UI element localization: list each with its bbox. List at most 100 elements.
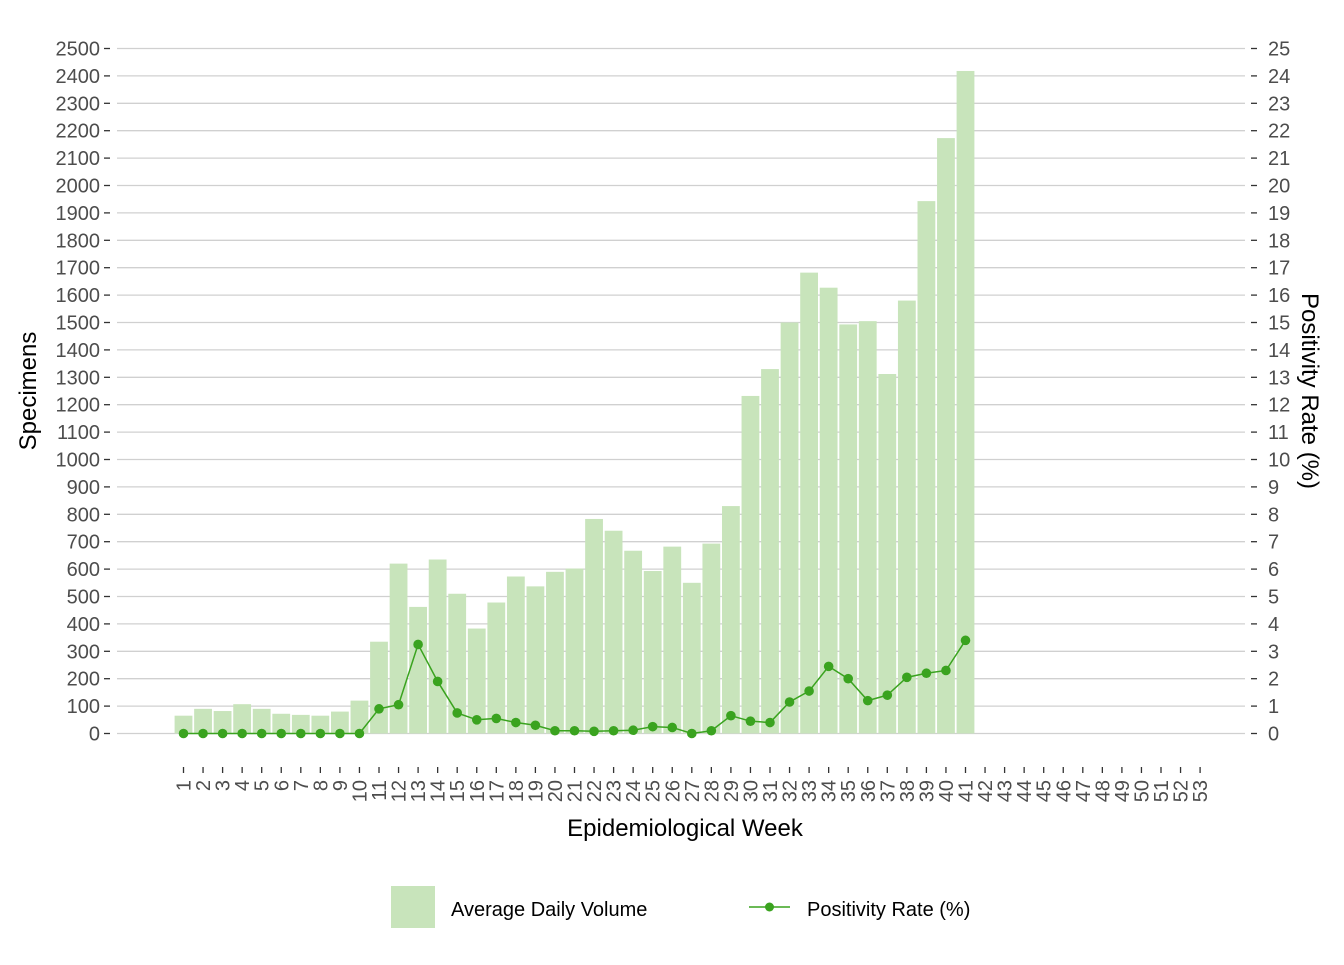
bar-week-36 xyxy=(858,321,877,734)
y-tick-label: 2300 xyxy=(56,93,101,115)
y-tick-label: 1600 xyxy=(56,285,101,307)
x-tick-label: 28 xyxy=(701,780,723,802)
y2-tick-label: 21 xyxy=(1268,148,1290,170)
bar-week-30 xyxy=(741,395,760,734)
positivity-point-week-36 xyxy=(862,695,873,706)
x-tick-label: 53 xyxy=(1190,780,1212,802)
bar-week-31 xyxy=(761,369,779,734)
positivity-point-week-37 xyxy=(882,690,893,700)
y-axis-right: 0123456789101112131415161718192021222324… xyxy=(1251,39,1290,746)
positivity-point-week-6 xyxy=(276,728,287,739)
bar-series xyxy=(174,70,975,734)
bar-week-22 xyxy=(585,518,603,734)
positivity-point-week-11 xyxy=(374,704,384,714)
y-tick-label: 2200 xyxy=(56,121,101,143)
bar-week-19 xyxy=(526,586,545,734)
y-tick-label: 2100 xyxy=(56,148,101,170)
positivity-point-week-33 xyxy=(804,686,814,696)
positivity-point-week-17 xyxy=(491,713,502,724)
bar-week-23 xyxy=(604,530,623,734)
y-tick-label: 1100 xyxy=(57,422,100,444)
y2-tick-label: 18 xyxy=(1268,230,1290,252)
bar-week-38 xyxy=(897,300,916,734)
bar-week-33 xyxy=(800,272,818,734)
legend-label-volume: Average Daily Volume xyxy=(451,899,647,921)
bar-week-21 xyxy=(565,568,584,734)
bar-week-6 xyxy=(272,713,291,734)
y2-tick-label: 7 xyxy=(1268,532,1279,554)
positivity-point-week-31 xyxy=(765,717,775,728)
positivity-point-week-25 xyxy=(647,721,658,732)
bar-week-32 xyxy=(780,322,799,734)
bar-week-3 xyxy=(213,711,232,734)
positivity-point-week-14 xyxy=(432,676,443,687)
x-tick-label: 27 xyxy=(682,780,704,802)
legend: Average Daily Volume Positivity Rate (%) xyxy=(391,886,970,928)
positivity-point-week-4 xyxy=(237,728,247,739)
x-tick-label: 46 xyxy=(1053,780,1075,802)
y2-tick-label: 20 xyxy=(1268,176,1290,198)
bar-week-24 xyxy=(624,550,643,734)
line-series xyxy=(178,635,971,739)
bar-week-28 xyxy=(702,543,721,734)
y2-tick-label: 6 xyxy=(1268,559,1279,581)
y-tick-label: 200 xyxy=(67,669,100,691)
bar-week-25 xyxy=(643,571,662,734)
y2-axis-title: Positivity Rate (%) xyxy=(1296,293,1323,489)
y-tick-label: 700 xyxy=(67,532,100,554)
x-tick-label: 38 xyxy=(897,780,919,802)
x-tick-label: 5 xyxy=(252,780,274,791)
y2-tick-label: 22 xyxy=(1268,121,1290,143)
y-tick-label: 100 xyxy=(67,696,100,718)
y-tick-label: 900 xyxy=(67,477,100,499)
y2-tick-label: 10 xyxy=(1268,450,1290,472)
bar-week-29 xyxy=(722,506,740,734)
y-axis-title: Specimens xyxy=(15,332,42,451)
y2-tick-label: 8 xyxy=(1268,504,1279,526)
x-tick-label: 47 xyxy=(1073,780,1095,802)
positivity-point-week-22 xyxy=(589,726,599,737)
y-tick-label: 2500 xyxy=(56,39,101,61)
y2-tick-label: 19 xyxy=(1268,203,1290,225)
y-tick-label: 2400 xyxy=(56,66,101,88)
positivity-point-week-34 xyxy=(823,661,834,672)
positivity-point-week-9 xyxy=(335,728,345,739)
y2-tick-label: 2 xyxy=(1268,669,1279,691)
x-tick-label: 37 xyxy=(877,780,899,802)
y-tick-label: 500 xyxy=(67,587,100,609)
x-tick-label: 14 xyxy=(428,780,450,802)
x-tick-label: 6 xyxy=(271,780,293,791)
x-tick-label: 16 xyxy=(467,780,489,802)
x-tick-label: 39 xyxy=(916,780,938,802)
x-tick-label: 50 xyxy=(1131,780,1153,802)
x-tick-label: 41 xyxy=(956,780,978,802)
positivity-point-week-2 xyxy=(198,728,208,739)
y-tick-label: 1900 xyxy=(56,203,101,225)
x-tick-label: 52 xyxy=(1171,780,1193,802)
x-tick-label: 1 xyxy=(174,780,196,791)
y-tick-label: 1800 xyxy=(56,230,101,252)
y2-tick-label: 13 xyxy=(1268,367,1290,389)
x-tick-label: 42 xyxy=(975,780,997,802)
positivity-point-week-1 xyxy=(178,728,189,739)
bar-week-8 xyxy=(311,715,330,734)
y-tick-label: 600 xyxy=(67,559,100,581)
x-tick-label: 49 xyxy=(1112,780,1134,802)
positivity-point-week-18 xyxy=(511,717,521,728)
y2-tick-label: 11 xyxy=(1268,422,1289,444)
x-tick-label: 3 xyxy=(213,780,235,791)
x-tick-label: 15 xyxy=(447,780,469,802)
bar-week-14 xyxy=(428,559,447,734)
y2-tick-label: 4 xyxy=(1268,614,1279,636)
x-tick-label: 24 xyxy=(623,780,645,802)
x-tick-label: 9 xyxy=(330,780,352,791)
bar-week-18 xyxy=(506,576,525,734)
bar-week-20 xyxy=(546,571,564,734)
y-tick-label: 2000 xyxy=(56,176,101,198)
x-tick-label: 19 xyxy=(525,780,547,802)
x-tick-label: 44 xyxy=(1014,780,1036,802)
positivity-point-week-41 xyxy=(960,635,971,646)
legend-label-positivity: Positivity Rate (%) xyxy=(807,899,970,921)
x-tick-label: 33 xyxy=(799,780,821,802)
positivity-point-week-27 xyxy=(687,728,697,739)
